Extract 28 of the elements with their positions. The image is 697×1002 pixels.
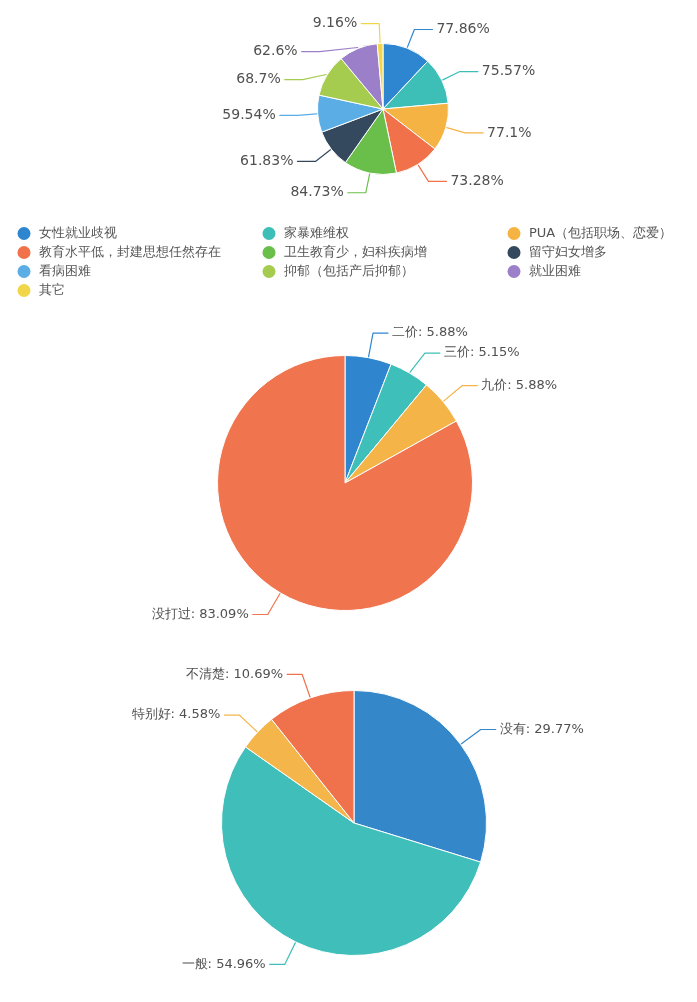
legend-label: 就业困难 <box>529 262 581 278</box>
legend-label: 抑郁（包括产后抑郁） <box>284 262 414 278</box>
data-label: 59.54% <box>222 105 276 122</box>
slice-label: 没有: 29.77% <box>499 720 584 736</box>
legend-label: 其它 <box>39 281 65 297</box>
legend-label: 看病困难 <box>39 262 91 278</box>
data-label: 77.86% <box>436 20 490 37</box>
legend-label: PUA（包括职场、恋爱） <box>529 224 673 240</box>
slice-label: 三价: 5.15% <box>443 344 520 360</box>
slice-label: 不清楚: 10.69% <box>186 665 284 681</box>
data-label: 75.57% <box>481 62 536 79</box>
slice-label: 特别好: 4.58% <box>131 706 221 722</box>
data-label: 77.1% <box>487 123 532 140</box>
legend-label: 留守妇女增多 <box>529 243 607 259</box>
data-label: 73.28% <box>450 172 504 189</box>
data-label: 68.7% <box>236 70 281 87</box>
data-label: 61.83% <box>240 152 294 169</box>
slice-label: 九价: 5.88% <box>481 376 558 392</box>
data-label: 62.6% <box>253 42 298 59</box>
data-label: 84.73% <box>290 183 344 200</box>
slice-label: 没打过: 83.09% <box>151 605 249 621</box>
legend-label: 卫生教育少，妇科疾病增 <box>284 243 427 259</box>
legend-label: 家暴难维权 <box>284 224 349 240</box>
data-label: 9.16% <box>312 14 358 31</box>
slice-label: 一般: 54.96% <box>181 955 266 971</box>
legend-label: 教育水平低，封建思想任然存在 <box>39 243 221 259</box>
slice-label: 二价: 5.88% <box>392 324 468 340</box>
legend-label: 女性就业歧视 <box>39 224 117 240</box>
